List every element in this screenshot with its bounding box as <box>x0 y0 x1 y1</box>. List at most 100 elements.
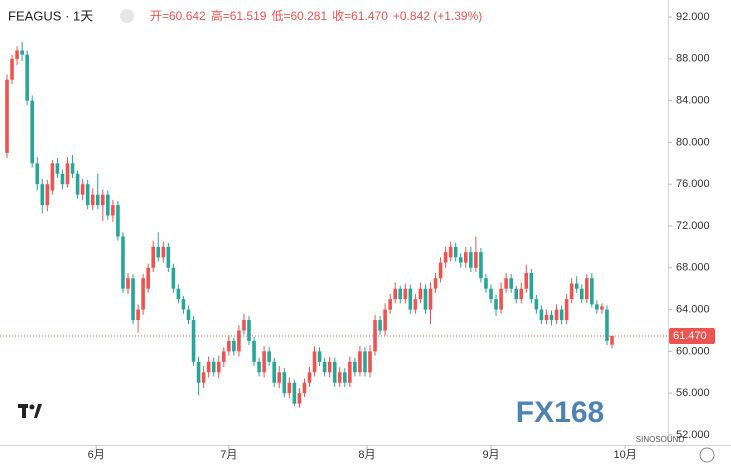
candle-body <box>146 267 150 289</box>
candle-body <box>322 361 327 373</box>
candle-body <box>463 252 468 263</box>
candle-body <box>418 288 423 300</box>
candle-body <box>504 278 508 289</box>
candle-body <box>378 320 382 331</box>
candle-body <box>20 50 24 55</box>
candle-body <box>312 351 317 373</box>
candle-body <box>479 252 483 279</box>
y-tick-label: 80.000 <box>676 136 710 148</box>
candle-body <box>368 351 372 373</box>
candle-body <box>393 288 398 300</box>
candle-body <box>584 278 589 300</box>
ohlc-header: 开=60.642 高=61.519 低=60.281 收=61.470 +0.842 (… <box>150 8 482 23</box>
candle-body <box>529 273 534 300</box>
candle-body <box>408 288 413 310</box>
candle-body <box>151 246 156 268</box>
candle-body <box>554 309 559 321</box>
ohlc-value: 开=60.642 <box>150 9 206 23</box>
candle-body <box>176 288 181 300</box>
candle-body <box>55 163 60 174</box>
candle-body <box>539 309 544 321</box>
watermark-sub: SINOSOUND <box>636 435 685 444</box>
candle-body <box>292 382 297 404</box>
candle-body <box>514 288 519 300</box>
ohlc-value: 收=61.470 <box>332 9 388 23</box>
candle-body <box>166 246 171 268</box>
ohlc-value: +0.842 (+1.39%) <box>393 9 482 23</box>
candle-body <box>403 288 408 300</box>
candle-body <box>453 246 458 258</box>
candle-body <box>590 278 594 305</box>
candle-body <box>287 382 292 394</box>
y-tick-label: 68.000 <box>676 262 710 274</box>
candle-body <box>40 184 45 206</box>
settings-icon[interactable] <box>699 447 715 463</box>
candle-body <box>469 252 473 268</box>
y-tick-label: 84.000 <box>676 95 710 107</box>
candle-body <box>121 236 125 289</box>
candle-body <box>388 299 392 310</box>
candle-body <box>90 194 95 206</box>
last-price-box <box>669 328 715 345</box>
candle-body <box>595 304 599 310</box>
y-tick-label: 60.000 <box>676 345 710 357</box>
candle-body <box>458 257 463 263</box>
y-tick-label: 52.000 <box>676 429 710 441</box>
y-tick-label: 92.000 <box>676 11 710 23</box>
candle-body <box>413 299 418 310</box>
candle-body <box>206 361 211 373</box>
candle-body <box>216 361 221 373</box>
x-tick-label: 8月 <box>358 449 375 461</box>
y-tick-label: 72.000 <box>676 220 710 232</box>
candle-body <box>156 246 161 258</box>
x-tick-label: 10月 <box>613 449 636 461</box>
candle-body <box>196 361 201 383</box>
candle-body <box>136 309 140 321</box>
candle-body <box>342 372 347 383</box>
candle-body <box>201 372 206 383</box>
ohlc-value: 低=60.281 <box>271 9 327 23</box>
candle-body <box>519 288 524 300</box>
candle-body <box>428 288 433 310</box>
candle-body <box>332 361 337 383</box>
candle-body <box>111 205 115 216</box>
y-tick-label: 64.000 <box>676 303 710 315</box>
candle-body <box>474 252 478 268</box>
header-icon[interactable] <box>120 9 134 23</box>
watermark: FX168 <box>516 396 604 429</box>
x-tick-label: 9月 <box>482 449 499 461</box>
candle-body <box>237 330 241 352</box>
candle-body <box>327 361 332 373</box>
candle-body <box>252 340 256 362</box>
tradingview-logo <box>18 404 42 418</box>
candle-body <box>75 173 80 195</box>
candle-body <box>297 393 302 404</box>
candle-body <box>398 288 403 300</box>
candle-body <box>221 351 226 362</box>
candle-body <box>106 194 110 216</box>
candle-body <box>494 299 498 310</box>
y-tick-label: 56.000 <box>676 387 710 399</box>
candle-body <box>337 372 342 383</box>
candle-body <box>489 288 493 300</box>
candle-body <box>100 194 105 206</box>
candle-body <box>131 278 135 321</box>
candle-body <box>484 278 488 289</box>
candle-body <box>116 205 120 237</box>
x-tick-label: 6月 <box>88 449 105 461</box>
candle-body <box>126 278 130 289</box>
candle-body <box>85 184 90 206</box>
candle-body <box>559 309 564 321</box>
candle-body <box>141 278 145 310</box>
ohlc-value: 高=61.519 <box>211 8 267 23</box>
candle-body <box>600 306 604 310</box>
candle-body <box>317 351 322 362</box>
candle-body <box>15 50 19 59</box>
candle-body <box>579 288 584 300</box>
candle-body <box>232 340 236 352</box>
candle-body <box>277 372 282 383</box>
candle-body <box>30 100 35 164</box>
